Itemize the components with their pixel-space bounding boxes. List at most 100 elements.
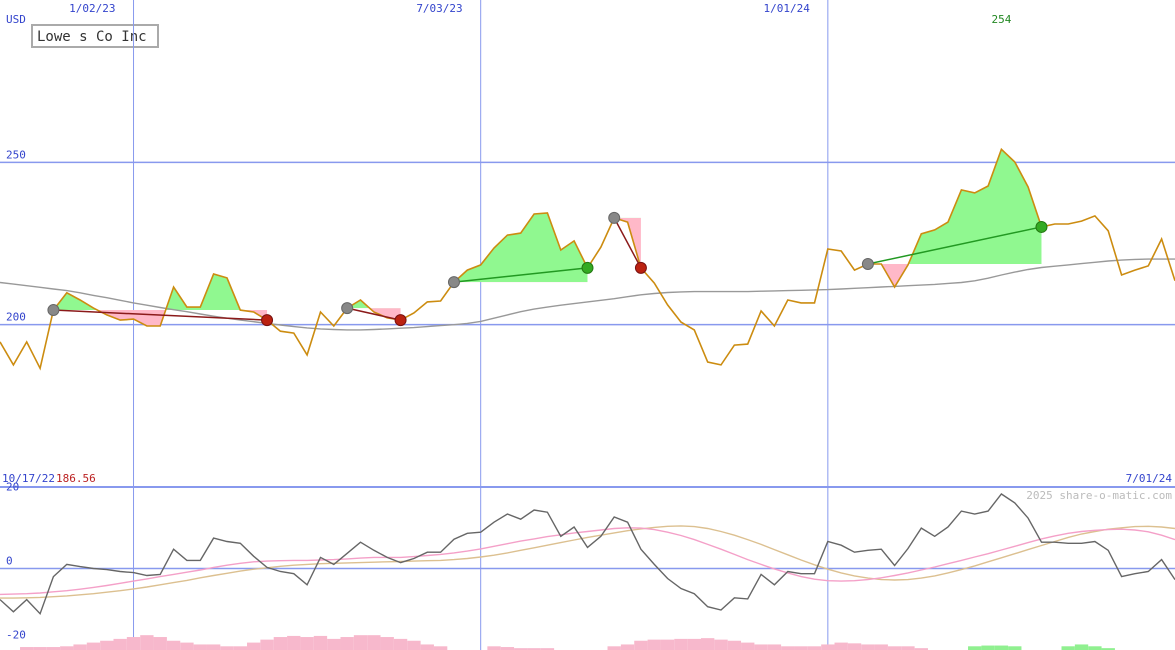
histogram-bar xyxy=(901,646,915,650)
y-tick-label: -20 xyxy=(6,629,26,642)
histogram-bar xyxy=(313,635,328,650)
y-tick-label: 250 xyxy=(6,148,26,161)
histogram-bar xyxy=(754,644,768,650)
start-date: 10/17/22 xyxy=(2,472,55,485)
histogram-bar xyxy=(247,642,261,650)
histogram-bar xyxy=(100,640,114,650)
series-line xyxy=(0,493,1175,616)
series-line xyxy=(0,258,1175,331)
exit-marker xyxy=(634,261,647,274)
histogram-bar xyxy=(994,645,1009,650)
exit-marker xyxy=(394,314,407,327)
series-line xyxy=(0,527,1175,596)
chart-title: Lowe s Co Inc xyxy=(37,29,147,45)
signal-link xyxy=(453,267,588,283)
entry-marker xyxy=(341,302,354,315)
histogram-bar xyxy=(981,645,995,650)
histogram-bar xyxy=(33,647,47,650)
y-tick-label: 200 xyxy=(6,311,26,324)
histogram-bar xyxy=(353,635,368,650)
histogram-bar xyxy=(487,646,501,650)
histogram-bar xyxy=(73,644,87,650)
min-label: 186.56 xyxy=(56,472,96,485)
histogram-bar xyxy=(1061,646,1075,650)
legend-box xyxy=(31,24,159,48)
histogram-bar xyxy=(407,640,421,650)
histogram-bar xyxy=(968,646,982,650)
histogram-bar xyxy=(260,639,274,650)
histogram-bar xyxy=(727,640,742,650)
gain-area xyxy=(453,212,588,283)
histogram-bar xyxy=(767,644,782,650)
histogram-bar xyxy=(714,639,728,650)
loss-area xyxy=(867,263,1042,288)
histogram-bar xyxy=(126,637,141,650)
histogram-bar xyxy=(273,637,288,650)
histogram-bar xyxy=(153,637,167,650)
watermark: 2025 share-o-matic.com xyxy=(1026,489,1172,502)
y-tick-label: 20 xyxy=(6,480,19,493)
histogram-bar xyxy=(420,644,434,650)
histogram-bar xyxy=(327,638,341,650)
histogram-bar xyxy=(527,648,541,650)
histogram-bar xyxy=(741,642,755,650)
histogram-bar xyxy=(393,638,408,650)
histogram-bar xyxy=(647,639,661,650)
histogram-bar xyxy=(166,640,181,650)
histogram-bar xyxy=(847,643,862,650)
end-date: 7/01/24 xyxy=(1126,472,1173,485)
histogram-bar xyxy=(807,646,822,650)
histogram-bar xyxy=(180,642,194,650)
histogram-bar xyxy=(887,646,902,650)
y-tick-label: 0 xyxy=(6,555,13,568)
histogram-bar xyxy=(861,644,875,650)
histogram-bar xyxy=(514,648,528,650)
histogram-bar xyxy=(794,646,808,650)
histogram-bar xyxy=(674,638,688,650)
histogram-bar xyxy=(233,646,248,650)
histogram-bar xyxy=(634,640,648,650)
series-line xyxy=(0,525,1175,599)
histogram-bar xyxy=(86,642,101,650)
loss-area xyxy=(614,217,641,268)
histogram-bar xyxy=(700,638,715,650)
histogram-bar xyxy=(540,648,555,650)
histogram-bar xyxy=(1101,648,1115,650)
histogram-bar xyxy=(60,646,74,650)
entry-marker xyxy=(861,257,874,270)
histogram-bar xyxy=(46,647,61,650)
exit-marker xyxy=(581,261,594,274)
histogram-bar xyxy=(914,648,928,650)
exit-marker xyxy=(1035,220,1048,233)
histogram-bar xyxy=(1074,644,1089,650)
histogram-bar xyxy=(433,646,448,650)
histogram-bar xyxy=(874,644,888,650)
entry-marker xyxy=(447,276,460,289)
histogram-bar xyxy=(367,635,381,650)
histogram-bar xyxy=(287,635,301,650)
histogram-bar xyxy=(620,644,635,650)
histogram-bar xyxy=(500,647,515,650)
signal-link xyxy=(346,307,401,321)
entry-marker xyxy=(47,304,60,317)
entry-marker xyxy=(608,211,621,224)
histogram-bar xyxy=(607,646,621,650)
gain-area xyxy=(347,299,401,309)
x-tick-label: 1/02/23 xyxy=(69,2,115,15)
histogram-bar xyxy=(340,637,354,650)
histogram-bar xyxy=(206,644,221,650)
histogram-bar xyxy=(687,638,701,650)
histogram-bar xyxy=(140,635,154,650)
histogram-bar xyxy=(834,642,848,650)
signal-link xyxy=(53,309,268,321)
histogram-bar xyxy=(1088,646,1102,650)
unit-label: USD xyxy=(6,13,26,26)
histogram-bar xyxy=(821,644,835,650)
signal-link xyxy=(867,226,1042,265)
x-tick-label: 7/03/23 xyxy=(416,2,462,15)
histogram-bar xyxy=(660,639,675,650)
x-tick-label: 1/01/24 xyxy=(763,2,810,15)
signal-link xyxy=(613,217,642,269)
gain-area xyxy=(53,274,268,311)
